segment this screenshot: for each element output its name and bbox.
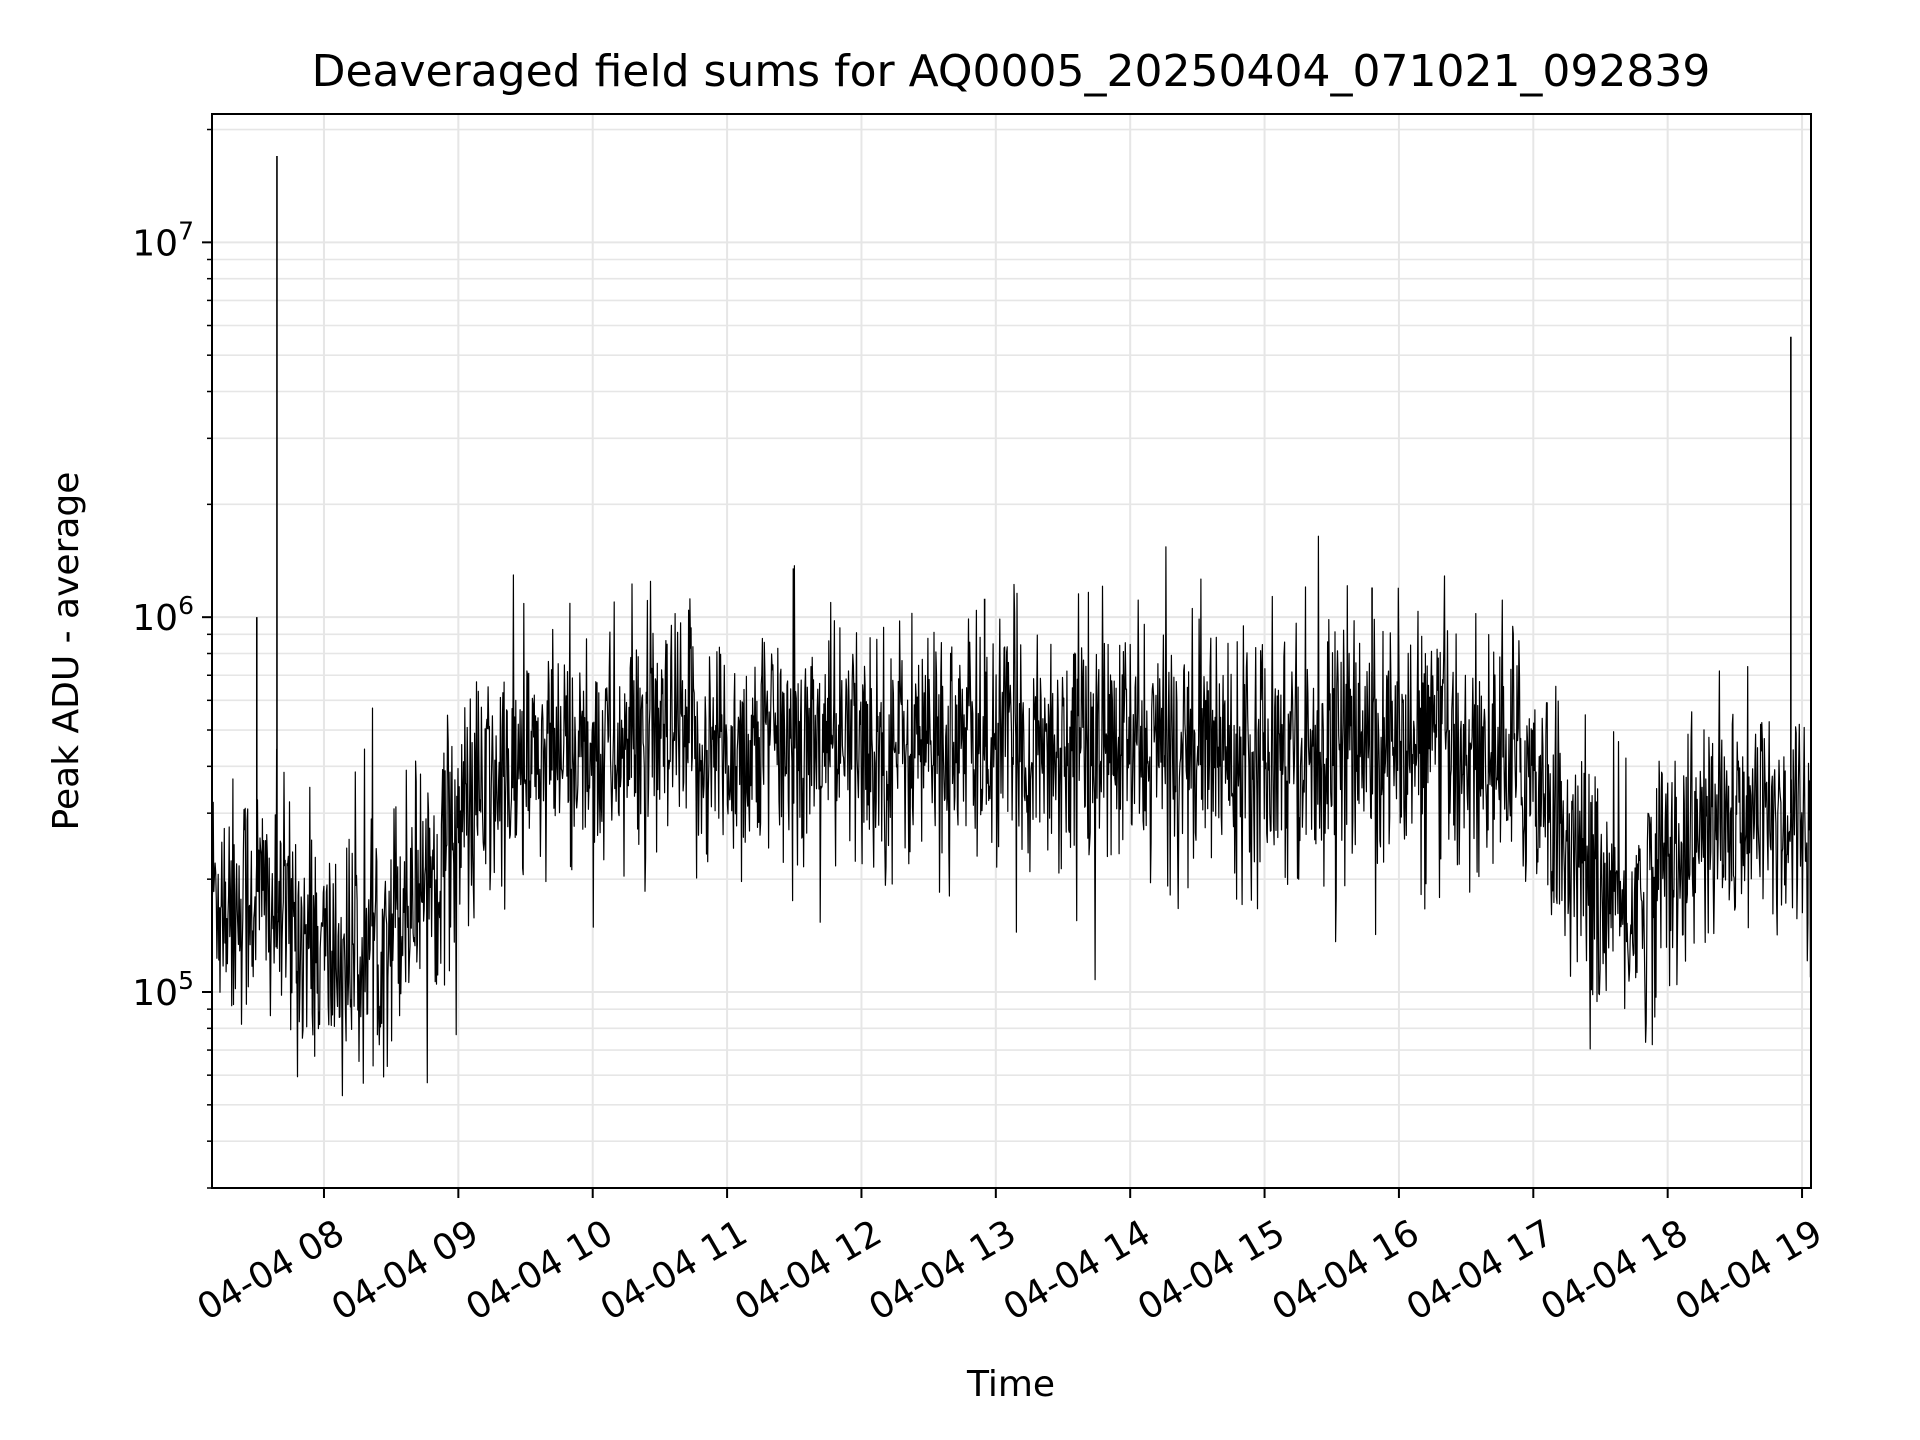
x-tick-label: 04-04 10 — [459, 1212, 620, 1328]
x-axis-label: Time — [966, 1364, 1055, 1405]
y-axis-label: Peak ADU - average — [46, 472, 87, 831]
spikes — [255, 155, 1792, 914]
x-tick-label: 04-04 12 — [728, 1212, 889, 1328]
chart-title: Deaveraged field sums for AQ0005_2025040… — [312, 46, 1711, 97]
x-tick-label: 04-04 09 — [325, 1212, 486, 1328]
plot-frame — [211, 113, 1812, 1189]
x-tick-label: 04-04 15 — [1131, 1212, 1292, 1328]
y-tick-label: 105 — [132, 966, 194, 1014]
x-tick-label: 04-04 13 — [862, 1212, 1023, 1328]
x-tick-label: 04-04 14 — [997, 1212, 1158, 1328]
x-tick-label: 04-04 19 — [1669, 1212, 1830, 1328]
grid — [212, 114, 1811, 1189]
x-tick-label: 04-04 11 — [594, 1212, 755, 1328]
x-tick-label: 04-04 08 — [191, 1212, 352, 1328]
y-tick-label: 107 — [132, 216, 194, 264]
x-tick-label: 04-04 16 — [1266, 1212, 1427, 1328]
x-tick-label: 04-04 18 — [1534, 1212, 1695, 1328]
series-line — [211, 535, 1812, 1097]
y-tick-label: 106 — [132, 591, 194, 639]
y-axis: 105 106 107 — [132, 128, 212, 1189]
x-tick-label: 04-04 17 — [1400, 1212, 1561, 1328]
